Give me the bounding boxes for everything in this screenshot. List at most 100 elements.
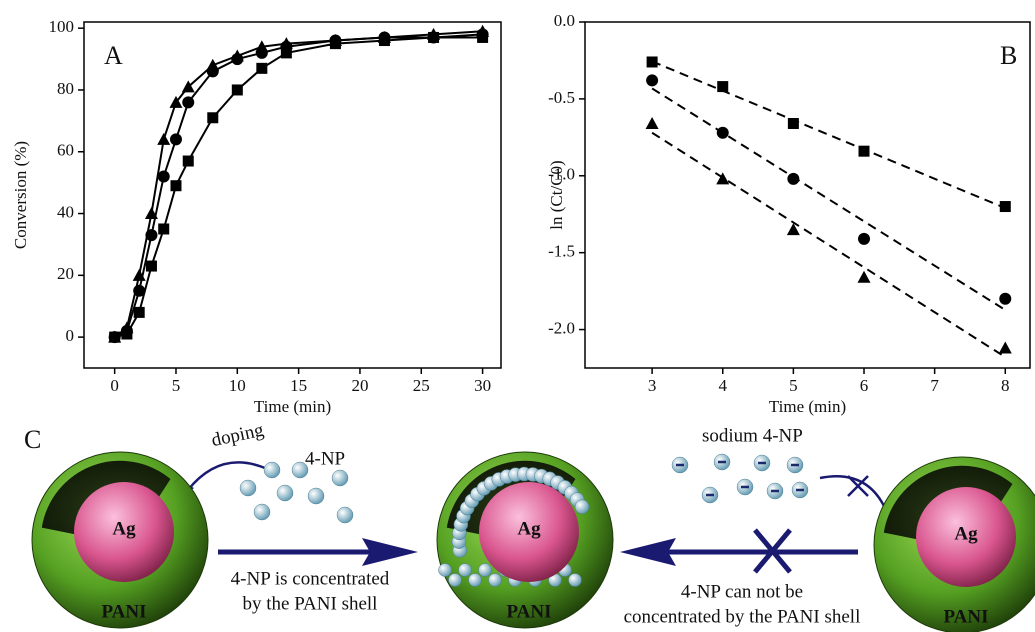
y-tick-label: 80	[57, 79, 74, 98]
molecule	[438, 563, 452, 577]
molecule	[478, 563, 492, 577]
y-tick-label: -1.0	[548, 165, 575, 184]
y-tick-label: -0.5	[548, 88, 575, 107]
y-axis-label: ln (Ct/C0)	[547, 160, 566, 229]
molecule	[239, 479, 257, 497]
y-tick-label: 0	[66, 326, 75, 345]
x-tick-label: 10	[229, 376, 246, 395]
trend-line	[651, 131, 1006, 358]
y-tick-label: 40	[57, 202, 74, 221]
molecule	[568, 573, 582, 587]
trend-line	[651, 87, 1006, 311]
doping-arrow	[187, 461, 266, 491]
trend-line	[651, 60, 1006, 210]
molecule	[307, 487, 325, 505]
right-caption: 4-NP can not be	[681, 581, 803, 602]
marker	[133, 306, 145, 318]
marker	[476, 24, 490, 37]
salt-label: sodium 4-NP	[702, 425, 803, 446]
y-tick-label: 20	[57, 264, 74, 283]
marker	[255, 40, 269, 53]
marker	[716, 172, 730, 185]
x-tick-label: 8	[1001, 376, 1010, 395]
shell-label: PANI	[101, 601, 146, 622]
molecule	[458, 563, 472, 577]
marker	[182, 96, 195, 109]
marker	[999, 201, 1011, 213]
marker	[256, 62, 268, 74]
marker	[157, 170, 170, 183]
molecule	[263, 461, 281, 479]
x-tick-label: 20	[351, 376, 368, 395]
marker	[279, 37, 293, 50]
marker	[646, 56, 658, 68]
left-caption: by the PANI shell	[243, 593, 378, 614]
marker	[120, 321, 134, 334]
core	[916, 487, 1016, 587]
marker	[717, 81, 729, 93]
marker	[169, 133, 182, 146]
marker	[206, 58, 220, 71]
x-tick-label: 5	[172, 376, 181, 395]
cross	[753, 528, 792, 574]
molecule	[574, 499, 590, 515]
marker	[858, 232, 871, 245]
plot-frame	[83, 21, 502, 369]
marker	[645, 116, 659, 129]
marker	[646, 74, 659, 87]
marker	[787, 117, 799, 129]
plot-frame	[584, 21, 1031, 369]
core	[479, 482, 579, 582]
marker	[427, 27, 441, 40]
x-tick-label: 0	[110, 376, 119, 395]
core-label: Ag	[517, 518, 541, 539]
marker	[857, 270, 871, 283]
x-tick-label: 7	[930, 376, 939, 395]
marker	[786, 223, 800, 236]
marker	[207, 112, 219, 124]
diagram: C doping 4-NP sodium 4-NP 4-NP is concen…	[24, 420, 1035, 632]
marker	[169, 95, 183, 108]
y-tick-label: 60	[57, 141, 74, 160]
marker	[858, 145, 870, 157]
x-axis-label: Time (min)	[254, 397, 331, 416]
molecule	[336, 506, 354, 524]
x-tick-label: 5	[789, 376, 798, 395]
core-label: Ag	[954, 523, 978, 544]
x-axis-label: Time (min)	[769, 397, 846, 416]
marker	[787, 172, 800, 185]
series-line	[114, 33, 483, 339]
x-tick-label: 6	[860, 376, 869, 395]
y-axis-label: Conversion (%)	[11, 141, 30, 249]
marker	[132, 268, 146, 281]
marker	[999, 292, 1012, 305]
molecule	[331, 469, 349, 487]
x-tick-label: 4	[718, 376, 727, 395]
panel-label: B	[1000, 41, 1017, 70]
marker	[144, 207, 158, 220]
panel-label: C	[24, 425, 41, 454]
molecule	[448, 573, 462, 587]
molecule	[468, 573, 482, 587]
marker	[170, 180, 182, 192]
reactant-label: 4-NP	[305, 448, 345, 469]
marker	[181, 80, 195, 93]
y-tick-label: -2.0	[548, 318, 575, 337]
arrowhead	[362, 538, 418, 566]
panel-label: A	[104, 41, 123, 70]
marker	[231, 84, 243, 96]
marker	[182, 155, 194, 167]
marker	[158, 223, 170, 235]
shell-label: PANI	[506, 601, 551, 622]
core	[74, 482, 174, 582]
x-tick-label: 25	[413, 376, 430, 395]
marker	[716, 126, 729, 139]
right-caption: concentrated by the PANI shell	[624, 606, 861, 627]
molecule	[488, 573, 502, 587]
arrowhead	[620, 538, 676, 566]
marker	[998, 341, 1012, 354]
cross	[847, 475, 869, 497]
y-tick-label: 0.0	[554, 11, 575, 30]
core-label: Ag	[112, 518, 136, 539]
x-tick-label: 15	[290, 376, 307, 395]
